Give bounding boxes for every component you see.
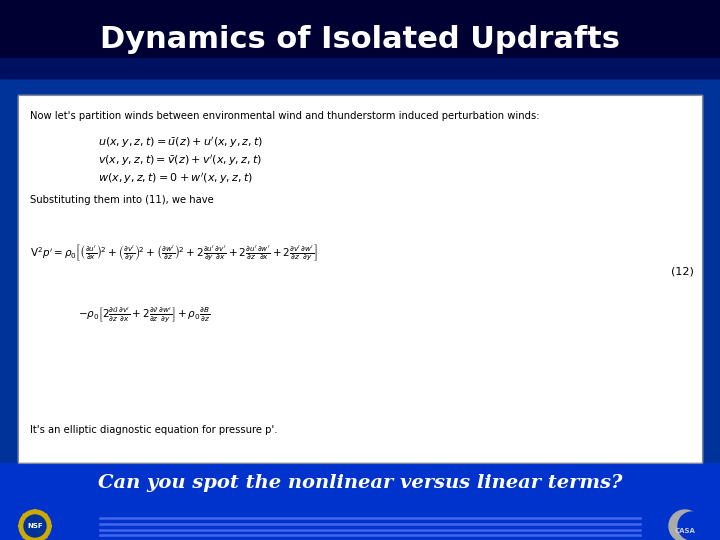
Circle shape bbox=[19, 510, 51, 540]
Text: Dynamics of Isolated Updrafts: Dynamics of Isolated Updrafts bbox=[100, 24, 620, 53]
Bar bbox=[0, 463, 720, 540]
Bar bbox=[18, 95, 702, 463]
Text: Can you spot the nonlinear versus linear terms?: Can you spot the nonlinear versus linear… bbox=[98, 474, 622, 492]
Bar bbox=[0, 0, 720, 78]
Text: Substituting them into (11), we have: Substituting them into (11), we have bbox=[30, 195, 214, 205]
Bar bbox=[0, 58, 720, 78]
Text: $- \rho_0 \left[ 2\frac{\partial \bar{u}}{\partial z}\frac{\partial v'}{\partial: $- \rho_0 \left[ 2\frac{\partial \bar{u}… bbox=[78, 305, 210, 324]
Text: It's an elliptic diagnostic equation for pressure p'.: It's an elliptic diagnostic equation for… bbox=[30, 425, 277, 435]
Bar bbox=[18, 95, 702, 463]
Text: $u(x,y,z,t) = \bar{u}(z) + u'(x,y,z,t)$: $u(x,y,z,t) = \bar{u}(z) + u'(x,y,z,t)$ bbox=[98, 135, 264, 150]
Text: CASA: CASA bbox=[675, 528, 696, 534]
Text: Now let's partition winds between environmental wind and thunderstorm induced pe: Now let's partition winds between enviro… bbox=[30, 111, 539, 121]
Text: $v(x,y,z,t) = \bar{v}(z) + v'(x,y,z,t)$: $v(x,y,z,t) = \bar{v}(z) + v'(x,y,z,t)$ bbox=[98, 153, 262, 168]
Text: (12): (12) bbox=[671, 267, 694, 277]
Text: $w(x,y,z,t) = 0 + w'(x,y,z,t)$: $w(x,y,z,t) = 0 + w'(x,y,z,t)$ bbox=[98, 171, 253, 186]
Text: NSF: NSF bbox=[27, 523, 42, 529]
Text: $\mathsf{V}^2 p' = \rho_0 \left[ \left(\frac{\partial u'}{\partial x}\right)^{\!: $\mathsf{V}^2 p' = \rho_0 \left[ \left(\… bbox=[30, 243, 318, 264]
Circle shape bbox=[669, 510, 701, 540]
Circle shape bbox=[678, 512, 706, 540]
Circle shape bbox=[24, 515, 46, 537]
